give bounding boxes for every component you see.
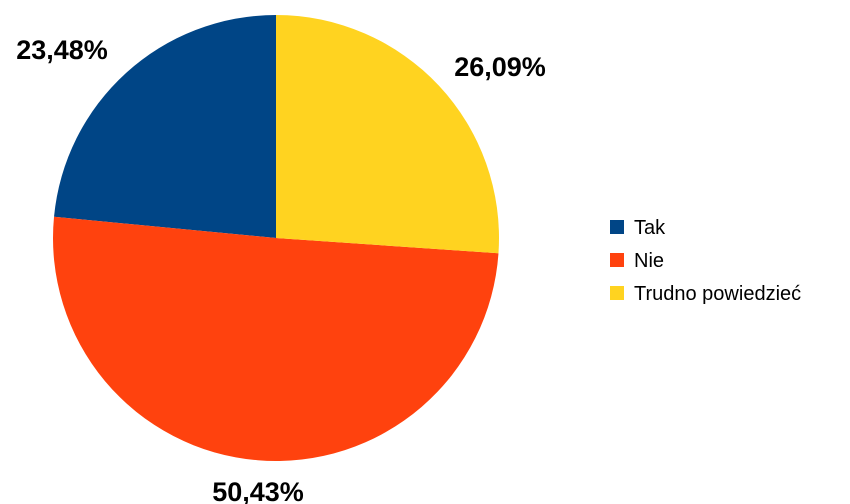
- pie-slices: [53, 15, 500, 462]
- legend: Tak Nie Trudno powiedzieć: [610, 217, 801, 305]
- legend-swatch-trudno-powiedziec: [610, 286, 624, 300]
- legend-label-trudno-powiedziec: Trudno powiedzieć: [634, 283, 801, 305]
- legend-swatch-tak: [610, 220, 624, 234]
- pie-slice-tak: [54, 15, 276, 238]
- pie-slice-trudno-powiedziec: [276, 15, 500, 254]
- legend-swatch-nie: [610, 253, 624, 267]
- pie-slice-nie: [53, 216, 499, 462]
- legend-label-tak: Tak: [634, 217, 666, 239]
- legend-label-nie: Nie: [634, 250, 664, 272]
- data-label-trudno-powiedziec: 26,09%: [454, 52, 546, 82]
- data-label-nie: 50,43%: [212, 477, 304, 504]
- data-label-tak: 23,48%: [16, 35, 108, 65]
